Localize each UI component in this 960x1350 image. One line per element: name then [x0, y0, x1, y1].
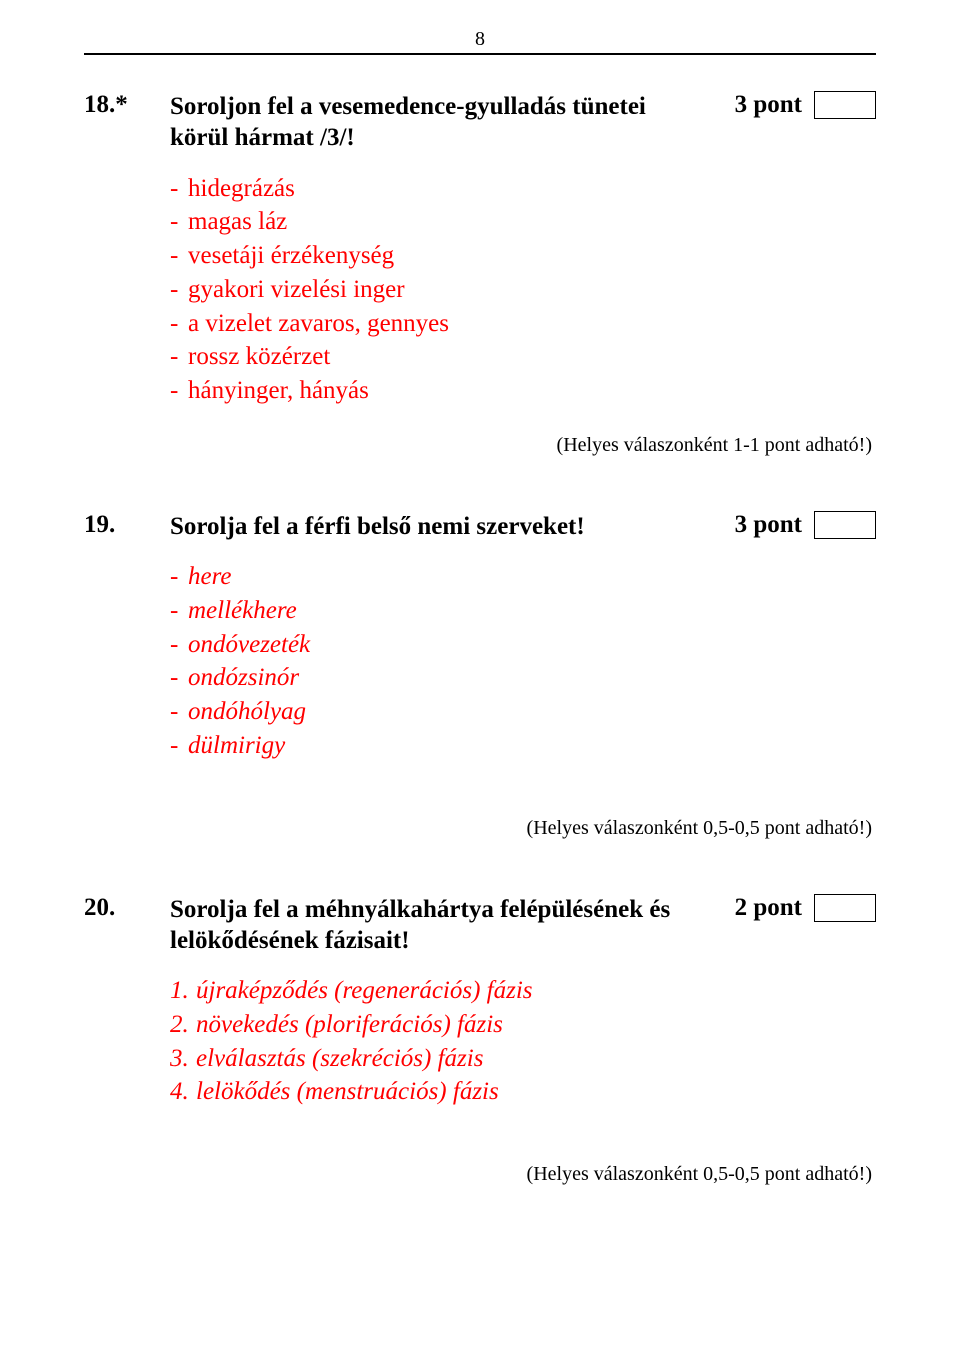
points-wrap: 3 pont [735, 511, 876, 539]
answer-item: -ondóhólyag [170, 695, 876, 729]
question-19: 19. Sorolja fel a férfi belső nemi szerv… [84, 511, 876, 840]
score-box [814, 511, 876, 539]
question-row: 18.* Soroljon fel a vesemedence-gyulladá… [84, 91, 876, 154]
bullet: - [170, 340, 188, 374]
bullet: - [170, 560, 188, 594]
answer-item: -vesetáji érzékenység [170, 239, 876, 273]
answer-text: hányinger, hányás [188, 374, 369, 408]
answer-item: -ondózsinór [170, 661, 876, 695]
answer-text: növekedés (ploriferációs) fázis [196, 1008, 503, 1042]
answer-text: elválasztás (szekréciós) fázis [196, 1042, 483, 1076]
bullet: - [170, 695, 188, 729]
points-wrap: 2 pont [735, 894, 876, 922]
question-title-line: körül hármat /3/! [170, 122, 691, 153]
answer-item: 3.elválasztás (szekréciós) fázis [170, 1042, 876, 1076]
answer-text: here [188, 560, 232, 594]
score-box [814, 894, 876, 922]
page: 8 18.* Soroljon fel a vesemedence-gyulla… [0, 0, 960, 1280]
question-row: 20. Sorolja fel a méhnyálkahártya felépü… [84, 894, 876, 957]
question-number: 20. [84, 894, 150, 922]
answer-item: -hányinger, hányás [170, 374, 876, 408]
answer-item: -a vizelet zavaros, gennyes [170, 307, 876, 341]
number: 3. [170, 1042, 196, 1076]
question-title-line: lelökődésének fázisait! [170, 925, 691, 956]
answer-item: -here [170, 560, 876, 594]
answer-text: újraképződés (regenerációs) fázis [196, 974, 533, 1008]
points-wrap: 3 pont [735, 91, 876, 119]
number: 1. [170, 974, 196, 1008]
answer-item: -magas láz [170, 205, 876, 239]
bullet: - [170, 661, 188, 695]
answer-text: ondóvezeték [188, 628, 310, 662]
answer-text: dülmirigy [188, 729, 285, 763]
answer-text: mellékhere [188, 594, 297, 628]
answer-text: a vizelet zavaros, gennyes [188, 307, 449, 341]
answer-item: -ondóvezeték [170, 628, 876, 662]
bullet: - [170, 374, 188, 408]
bullet: - [170, 172, 188, 206]
question-title-line: Sorolja fel a férfi belső nemi szerveket… [170, 511, 691, 542]
question-number: 19. [84, 511, 150, 539]
points-label: 3 pont [735, 511, 802, 539]
number: 2. [170, 1008, 196, 1042]
answer-item: -gyakori vizelési inger [170, 273, 876, 307]
question-number: 18.* [84, 91, 150, 119]
answers-list: 1.újraképződés (regenerációs) fázis 2.nö… [170, 974, 876, 1109]
answer-item: 4.lelökődés (menstruációs) fázis [170, 1075, 876, 1109]
answer-text: ondóhólyag [188, 695, 306, 729]
answer-item: -hidegrázás [170, 172, 876, 206]
question-row: 19. Sorolja fel a férfi belső nemi szerv… [84, 511, 876, 542]
answer-item: -mellékhere [170, 594, 876, 628]
bullet: - [170, 273, 188, 307]
score-box [814, 91, 876, 119]
answer-item: -dülmirigy [170, 729, 876, 763]
answers-list: -hidegrázás -magas láz -vesetáji érzéken… [170, 172, 876, 408]
bullet: - [170, 594, 188, 628]
scoring-note: (Helyes válaszonként 0,5-0,5 pont adható… [84, 817, 872, 840]
answers-list: -here -mellékhere -ondóvezeték -ondózsin… [170, 560, 876, 763]
bullet: - [170, 628, 188, 662]
answer-text: vesetáji érzékenység [188, 239, 394, 273]
page-number: 8 [84, 28, 876, 51]
bullet: - [170, 307, 188, 341]
question-text-wrap: Sorolja fel a méhnyálkahártya felépülésé… [170, 894, 691, 957]
scoring-note: (Helyes válaszonként 1-1 pont adható!) [84, 434, 872, 457]
answer-text: gyakori vizelési inger [188, 273, 405, 307]
question-20: 20. Sorolja fel a méhnyálkahártya felépü… [84, 894, 876, 1187]
bullet: - [170, 729, 188, 763]
answer-item: 1.újraképződés (regenerációs) fázis [170, 974, 876, 1008]
answer-text: lelökődés (menstruációs) fázis [196, 1075, 499, 1109]
answer-item: -rossz közérzet [170, 340, 876, 374]
question-text-wrap: Sorolja fel a férfi belső nemi szerveket… [170, 511, 691, 542]
number: 4. [170, 1075, 196, 1109]
points-label: 3 pont [735, 91, 802, 119]
points-label: 2 pont [735, 894, 802, 922]
answer-text: magas láz [188, 205, 287, 239]
answer-text: hidegrázás [188, 172, 295, 206]
question-text-wrap: Soroljon fel a vesemedence-gyulladás tün… [170, 91, 691, 154]
question-18: 18.* Soroljon fel a vesemedence-gyulladá… [84, 91, 876, 457]
bullet: - [170, 205, 188, 239]
answer-item: 2.növekedés (ploriferációs) fázis [170, 1008, 876, 1042]
scoring-note: (Helyes válaszonként 0,5-0,5 pont adható… [84, 1163, 872, 1186]
bullet: - [170, 239, 188, 273]
question-title-line: Soroljon fel a vesemedence-gyulladás tün… [170, 91, 691, 122]
horizontal-rule [84, 53, 876, 55]
answer-text: rossz közérzet [188, 340, 330, 374]
question-title-line: Sorolja fel a méhnyálkahártya felépülésé… [170, 894, 691, 925]
answer-text: ondózsinór [188, 661, 299, 695]
